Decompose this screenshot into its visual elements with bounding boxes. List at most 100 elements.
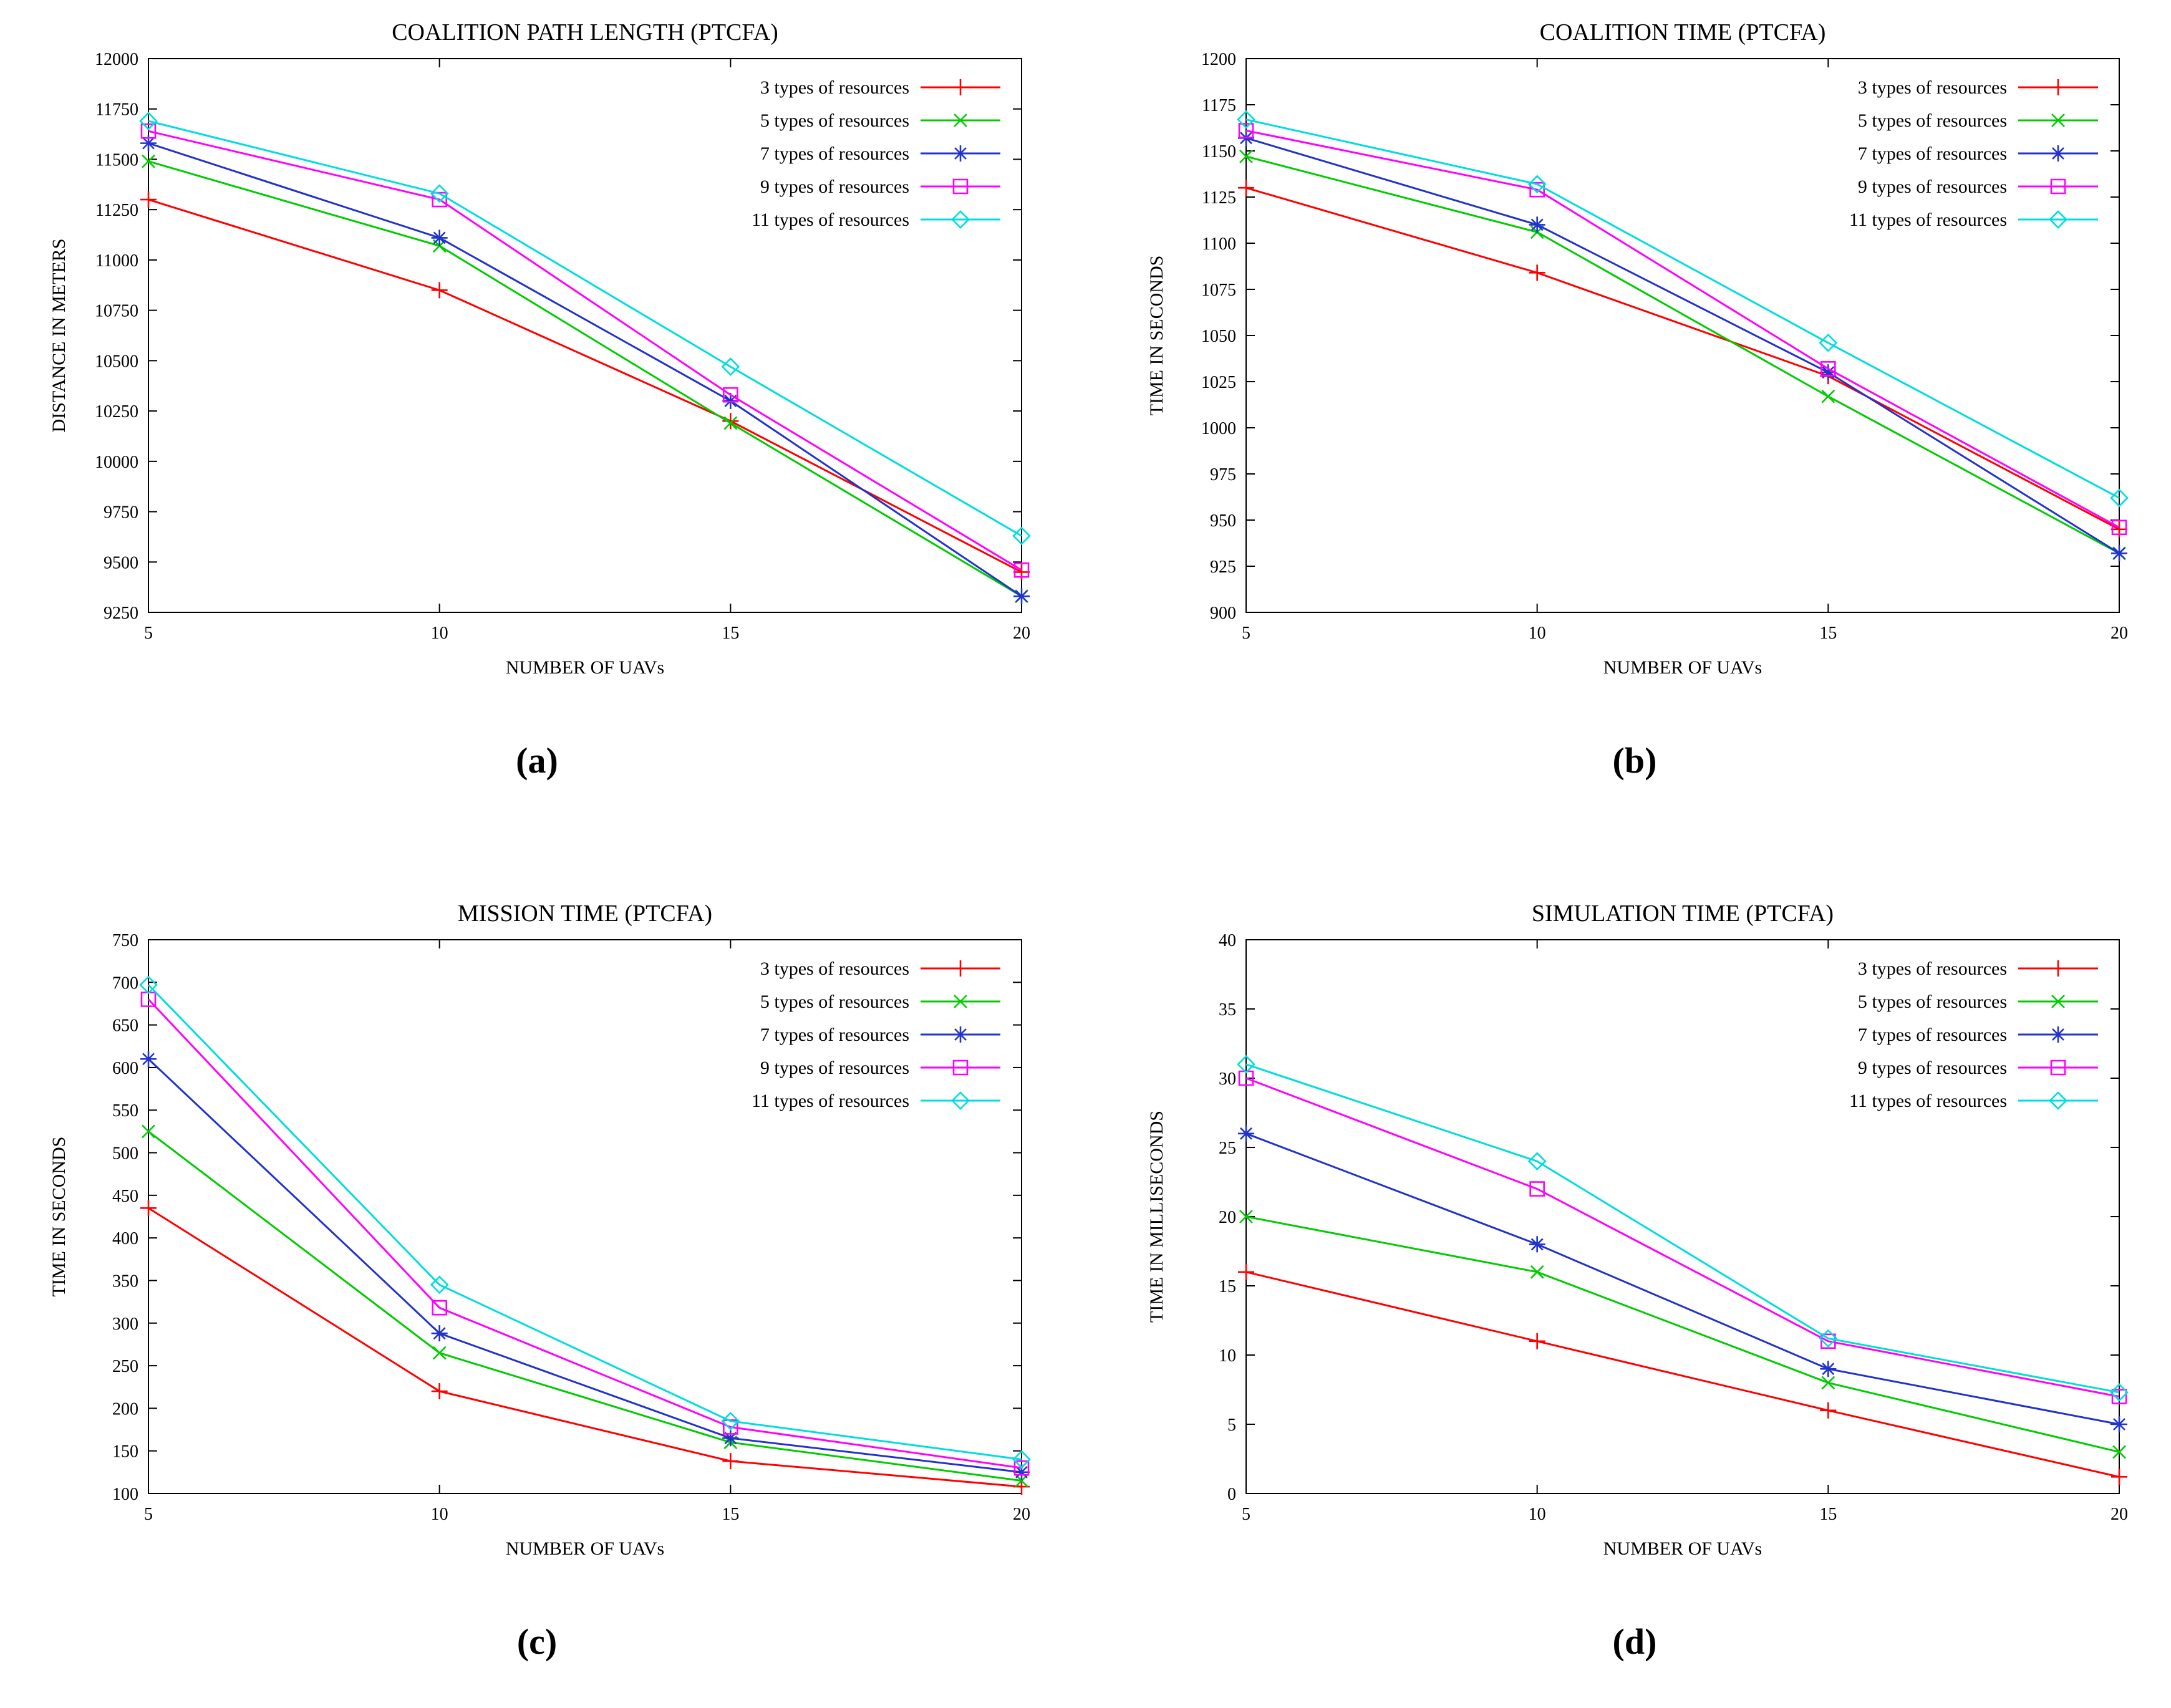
asterisk-marker-icon — [722, 392, 739, 409]
legend: 3 types of resources 5 types of resources… — [752, 958, 1000, 1111]
x-marker-icon — [1821, 1375, 1835, 1389]
series-line — [147, 1058, 1022, 1473]
chart-caption-b: (b) — [1612, 740, 1657, 781]
y-tick-label: 650 — [112, 1016, 138, 1035]
legend-x-marker-icon — [2051, 113, 2065, 127]
chart-title: COALITION PATH LENGTH (PTCFA) — [392, 19, 778, 46]
y-tick-label: 950 — [1210, 511, 1236, 531]
legend: 3 types of resources 5 types of resources… — [1849, 958, 2098, 1111]
square-marker-icon — [723, 387, 738, 403]
x-axis-label: NUMBER OF UAVs — [1603, 1538, 1762, 1559]
plus-marker-icon — [1238, 1263, 1254, 1280]
plus-marker-icon — [431, 1382, 448, 1399]
coalition-time-chart: COALITION TIME (PTCFA) 900 925 950 975 1000 10… — [1146, 19, 2129, 678]
series-line — [148, 198, 1022, 573]
legend-label: 5 types of resources — [1858, 992, 2007, 1012]
y-tick-label: 25 — [1219, 1139, 1236, 1158]
legend-label: 3 types of resources — [1858, 77, 2007, 98]
y-tick-label: 30 — [1219, 1069, 1236, 1089]
legend-diamond-marker-icon — [2049, 210, 2067, 229]
y-tick-label: 1050 — [1201, 327, 1236, 346]
series-line — [1245, 1063, 2120, 1393]
square-marker-icon — [1238, 123, 1254, 138]
square-marker-icon — [432, 191, 447, 208]
legend-label: 3 types of resources — [760, 958, 909, 979]
legend-label: 11 types of resources — [752, 210, 909, 230]
y-tick-label: 975 — [1210, 465, 1236, 485]
y-tick-label: 200 — [112, 1399, 138, 1419]
y-tick-label: 250 — [112, 1357, 138, 1376]
chart-title: COALITION TIME (PTCFA) — [1540, 19, 1826, 46]
diamond-marker-icon — [430, 184, 449, 203]
chart-title: MISSION TIME (PTCFA) — [458, 900, 712, 927]
plus-marker-icon — [1529, 1333, 1545, 1349]
legend-square-marker-icon — [952, 1059, 969, 1075]
diamond-marker-icon — [2110, 488, 2129, 508]
series-line — [1245, 186, 2120, 531]
x-marker-icon — [1239, 149, 1253, 163]
legend-x-marker-icon — [954, 113, 967, 127]
x-marker-icon — [1239, 1209, 1253, 1223]
diamond-marker-icon — [430, 1275, 449, 1294]
series-line — [1245, 155, 2120, 554]
y-tick-label: 0 — [1227, 1485, 1236, 1504]
x-marker-icon — [2112, 1444, 2126, 1459]
y-tick-label: 10750 — [95, 302, 138, 321]
series-line — [1245, 1270, 2120, 1478]
series-square — [1238, 1070, 2127, 1404]
legend-plus-marker-icon — [2050, 79, 2066, 95]
chart-caption-c: (c) — [516, 1621, 558, 1662]
legend-label: 7 types of resources — [760, 1025, 909, 1045]
x-tick-label: 5 — [1242, 624, 1250, 643]
y-tick-label: 1100 — [1202, 234, 1236, 254]
plot-root: COALITION TIME (PTCFA) 900 925 950 975 1000 10… — [1146, 19, 2129, 678]
legend-label: 7 types of resources — [1858, 143, 2007, 164]
x-tick-label: 15 — [722, 1505, 739, 1524]
y-tick-label: 11500 — [95, 150, 138, 170]
square-marker-icon — [1013, 562, 1030, 578]
chart-panel-b: COALITION TIME (PTCFA) 900 925 950 975 1000 10… — [1133, 15, 2137, 827]
legend-asterisk-marker-icon — [2050, 1026, 2066, 1043]
square-marker-icon — [1820, 1333, 1836, 1349]
x-marker-icon — [1530, 1265, 1544, 1279]
legend-asterisk-marker-icon — [952, 145, 969, 162]
square-marker-icon — [140, 991, 157, 1007]
series-asterisk — [140, 1050, 1030, 1480]
simulation-time-chart: SIMULATION TIME (PTCFA)05101520253035405… — [1146, 900, 2129, 1559]
x-marker-icon — [432, 1346, 447, 1360]
y-tick-label: 1025 — [1201, 373, 1236, 392]
square-marker-icon — [2111, 1388, 2127, 1404]
legend-plus-marker-icon — [2050, 960, 2066, 977]
plus-marker-icon — [140, 1199, 157, 1216]
legend-diamond-marker-icon — [2049, 1091, 2067, 1110]
legend-x-marker-icon — [2051, 994, 2065, 1008]
series-asterisk — [1238, 1125, 2127, 1432]
y-tick-label: 9750 — [104, 503, 138, 523]
y-tick-label: 750 — [112, 931, 138, 950]
series-plus — [1238, 1263, 2127, 1485]
y-tick-label: 400 — [112, 1229, 138, 1248]
legend-label: 11 types of resources — [752, 1091, 909, 1111]
series-asterisk — [140, 135, 1030, 605]
series-square — [140, 991, 1030, 1475]
diamond-marker-icon — [1237, 110, 1255, 129]
coalition-path-length-chart: COALITION PATH LENGTH (PTCFA) 9250 9500 975… — [49, 19, 1031, 678]
legend-label: 3 types of resources — [760, 77, 909, 98]
axes: 900 925 950 975 1000 1025 1050 1075 1100 1125 1150… — [1201, 50, 2128, 643]
series-line — [1245, 137, 2120, 554]
legend-asterisk-marker-icon — [952, 1026, 969, 1043]
plot-frame — [1245, 938, 2120, 1494]
y-tick-label: 600 — [112, 1058, 138, 1078]
y-tick-label: 10500 — [95, 352, 138, 371]
legend-asterisk-marker-icon — [2050, 145, 2066, 162]
y-tick-label: 100 — [112, 1485, 138, 1504]
x-tick-label: 5 — [144, 1505, 153, 1524]
diamond-marker-icon — [1527, 175, 1547, 194]
diamond-marker-icon — [721, 357, 740, 376]
x-tick-label: 20 — [2111, 1505, 2128, 1524]
square-marker-icon — [1529, 1180, 1545, 1197]
plus-marker-icon — [722, 1452, 739, 1469]
legend-plus-marker-icon — [952, 79, 969, 95]
diamond-marker-icon — [1237, 1054, 1255, 1074]
